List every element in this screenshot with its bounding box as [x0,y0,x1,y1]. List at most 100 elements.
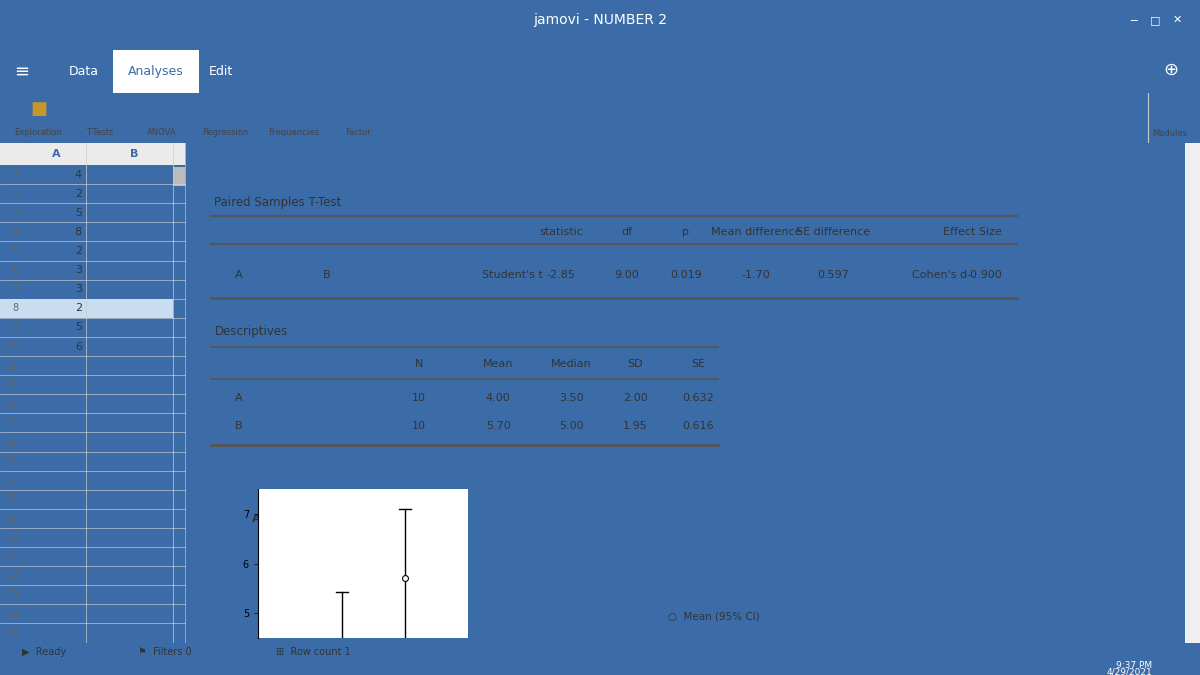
Text: 10: 10 [413,394,426,404]
Text: 9.00: 9.00 [614,271,640,281]
Text: 5: 5 [74,323,82,332]
Text: 17: 17 [6,475,19,485]
Text: ⊞  Row count 1: ⊞ Row count 1 [276,647,350,657]
Text: Analyses: Analyses [128,65,184,78]
Text: Cohen's d: Cohen's d [912,271,967,281]
Text: Descriptives: Descriptives [215,325,288,338]
Text: ■: ■ [30,100,47,118]
Text: B: B [130,149,138,159]
Text: Frequencies: Frequencies [269,128,319,136]
Text: 13: 13 [6,399,19,409]
Text: 4: 4 [74,169,82,180]
Text: SE: SE [691,359,706,369]
Point [332,657,352,668]
Text: 9: 9 [12,323,19,332]
Text: B: B [323,271,330,281]
Text: 6: 6 [74,342,82,352]
Text: 3: 3 [74,265,82,275]
Text: Plots: Plots [215,470,257,486]
Text: 10: 10 [413,421,426,431]
Text: N: N [415,359,424,369]
Text: 6: 6 [12,265,19,275]
Text: 0.019: 0.019 [670,271,702,281]
Text: 20: 20 [6,533,19,543]
Text: 9:37 PM: 9:37 PM [1116,661,1152,670]
Text: 4.00: 4.00 [486,394,511,404]
Point [396,573,415,584]
Text: 5: 5 [12,246,19,256]
Text: ■: ■ [349,100,366,118]
Text: p: p [683,227,690,236]
Text: 5.70: 5.70 [486,421,511,431]
Text: 25: 25 [6,628,19,638]
Text: 16: 16 [6,456,19,466]
Text: 2: 2 [74,246,82,256]
Text: Mean difference: Mean difference [710,227,802,236]
Text: 21: 21 [6,551,19,562]
Text: 4: 4 [12,227,19,237]
Text: 3: 3 [12,208,19,218]
Text: □: □ [1151,15,1160,25]
Text: Edit: Edit [209,65,233,78]
Text: ○  Mean (95% CI): ○ Mean (95% CI) [667,612,760,622]
Text: 8: 8 [12,303,19,313]
Text: SE difference: SE difference [796,227,870,236]
Text: 12: 12 [6,380,19,389]
Text: ■: ■ [286,100,302,118]
Text: 2: 2 [74,189,82,198]
Text: 0.616: 0.616 [683,421,714,431]
Text: Student's t: Student's t [482,271,542,281]
Text: Factor: Factor [344,128,371,136]
Text: 1: 1 [12,169,19,180]
Text: +: + [1159,99,1181,123]
Text: A: A [52,149,60,159]
Text: -0.900: -0.900 [966,271,1002,281]
Text: ■: ■ [154,100,170,118]
Text: A: A [235,394,242,404]
Text: -2.85: -2.85 [547,271,576,281]
Bar [0,299,173,318]
Bar [173,167,186,186]
Text: 5: 5 [74,208,82,218]
Text: 10: 10 [6,342,19,352]
Text: jamovi - NUMBER 2: jamovi - NUMBER 2 [533,13,667,27]
Text: 4/29/2021: 4/29/2021 [1106,667,1152,675]
Text: Data: Data [70,65,100,78]
Text: 22: 22 [6,571,19,580]
Text: 5.00: 5.00 [559,421,583,431]
Text: 14: 14 [6,418,19,428]
Text: 11: 11 [6,360,19,371]
Text: Mean: Mean [484,359,514,369]
Text: A: A [235,271,242,281]
Text: 0.597: 0.597 [817,271,848,281]
Text: 23: 23 [6,590,19,600]
Text: T-Tests: T-Tests [86,128,113,136]
Text: Exploration: Exploration [14,128,62,136]
Text: ⚑  Filters 0: ⚑ Filters 0 [138,647,192,657]
Text: 3.50: 3.50 [559,394,583,404]
Text: 2.00: 2.00 [623,394,648,404]
Text: Paired Samples T-Test: Paired Samples T-Test [215,196,342,209]
Text: 2: 2 [74,303,82,313]
Text: 2: 2 [12,189,19,198]
Text: ─: ─ [1130,15,1138,25]
Text: df: df [622,227,632,236]
Text: Median: Median [551,359,592,369]
Text: B: B [235,421,242,431]
Text: -1.70: -1.70 [742,271,770,281]
Text: ⊕: ⊕ [1163,60,1178,78]
FancyBboxPatch shape [113,50,199,93]
Text: 24: 24 [6,609,19,619]
Bar [0,143,186,165]
Text: statistic: statistic [539,227,583,236]
Text: ANOVA: ANOVA [148,128,176,136]
Bar [1184,143,1200,643]
Text: ▶  Ready: ▶ Ready [22,647,66,657]
Text: ■: ■ [217,100,234,118]
Text: ✕: ✕ [1172,15,1182,25]
Text: 7: 7 [12,284,19,294]
Text: Modules: Modules [1152,129,1188,138]
Text: 18: 18 [6,494,19,504]
Text: ■: ■ [91,100,108,118]
Text: SD: SD [628,359,643,369]
